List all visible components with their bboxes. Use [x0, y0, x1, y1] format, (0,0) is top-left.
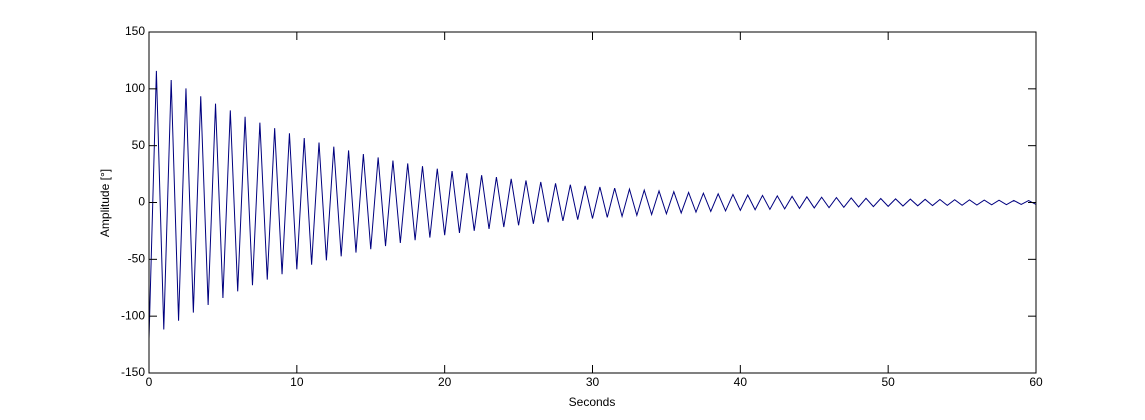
- y-tick-label: -100: [121, 308, 145, 322]
- y-tick-label: 100: [125, 81, 145, 95]
- x-tick-label: 40: [734, 375, 748, 389]
- x-tick-label: 30: [586, 375, 600, 389]
- x-tick-label: 10: [290, 375, 304, 389]
- y-tick-label: -150: [121, 365, 145, 379]
- y-axis-label: Amplitude [°]: [98, 169, 112, 237]
- plot-box: [148, 31, 1037, 374]
- x-axis-label: Seconds: [569, 395, 616, 409]
- x-tick-label: 60: [1029, 375, 1043, 389]
- data-line: [148, 70, 1037, 339]
- x-tick-label: 0: [146, 375, 153, 389]
- y-tick-label: 0: [138, 195, 145, 209]
- x-tick-label: 20: [438, 375, 452, 389]
- y-tick-label: 50: [132, 138, 146, 152]
- x-tick-label: 50: [881, 375, 895, 389]
- y-tick-label: 150: [125, 24, 145, 38]
- y-tick-label: -50: [128, 252, 146, 266]
